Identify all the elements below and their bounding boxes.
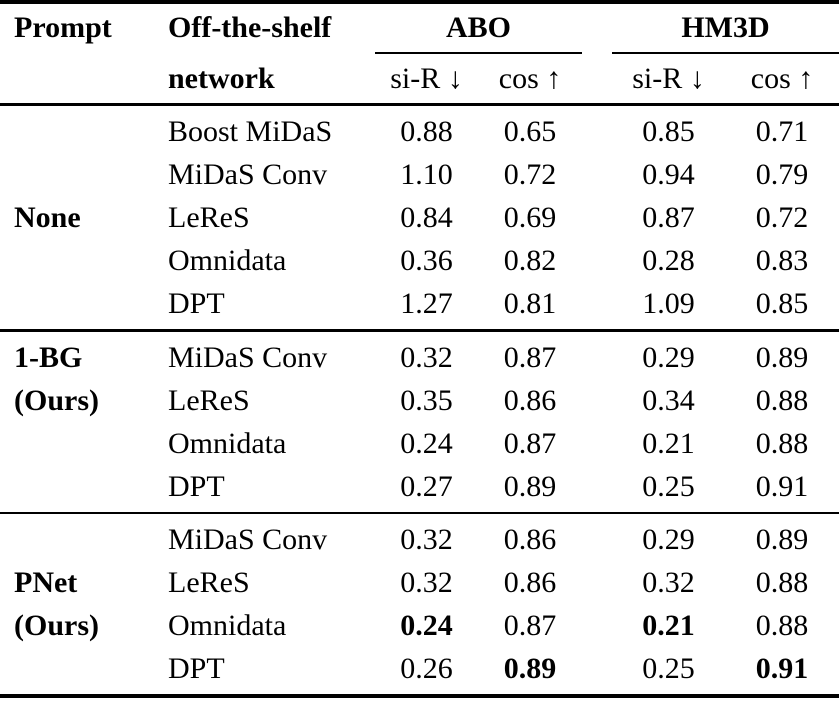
value-cell: 0.88 [755, 383, 809, 417]
value-cell: 0.85 [642, 115, 695, 148]
value-cell: 0.86 [503, 383, 557, 417]
value-cell: 0.34 [642, 383, 695, 417]
table-top-rule [0, 0, 839, 4]
value-cell: 0.79 [755, 158, 809, 191]
table-bottom-rule [0, 694, 839, 698]
header-sub-hm3d-cos: cos ↑ [750, 62, 814, 95]
header-network-line1: Off-the-shelf [168, 11, 332, 44]
header-network-line2: network [168, 62, 275, 95]
value-cell: 0.91 [755, 652, 809, 685]
network-cell: DPT [168, 287, 225, 320]
value-cell: 0.89 [503, 652, 557, 685]
value-cell: 0.89 [755, 523, 809, 556]
value-cell: 0.81 [503, 287, 557, 320]
value-cell: 0.72 [503, 158, 557, 191]
network-cell: LeReS [168, 566, 250, 599]
network-cell: DPT [168, 652, 225, 685]
prompt-line: (Ours) [14, 609, 99, 642]
value-cell: 0.91 [755, 469, 809, 503]
value-cell: 0.84 [400, 201, 453, 234]
value-cell: 0.88 [755, 609, 809, 642]
value-cell: 1.09 [642, 287, 695, 320]
prompt-line: 1-BG [14, 340, 83, 374]
prompt-label-1bg: 1-BG (Ours) [0, 336, 168, 422]
header-separator-rule [0, 103, 839, 106]
prompt-label-pnet: PNet (Ours) [0, 561, 168, 647]
value-cell: 0.69 [503, 201, 557, 234]
value-cell: 0.26 [400, 652, 453, 685]
value-cell: 0.36 [400, 244, 453, 277]
value-cell: 0.85 [755, 287, 809, 320]
value-cell: 0.88 [755, 426, 809, 460]
value-cell: 0.88 [400, 115, 453, 148]
value-cell: 0.87 [503, 340, 557, 374]
network-cell: LeReS [168, 383, 250, 417]
network-cell: MiDaS Conv [168, 158, 328, 191]
value-cell: 0.71 [755, 115, 809, 148]
value-cell: 0.29 [642, 523, 695, 556]
section-divider-rule [0, 329, 839, 332]
table-header: Prompt Off-the-shelf ABO HM3D network si… [0, 4, 839, 103]
cmidrule-abo [375, 52, 582, 54]
prompt-line: None [14, 201, 81, 234]
value-cell: 0.24 [400, 426, 453, 460]
value-cell: 0.87 [642, 201, 695, 234]
value-cell: 0.24 [400, 609, 453, 642]
value-cell: 0.82 [503, 244, 557, 277]
value-cell: 0.32 [400, 340, 453, 374]
value-cell: 0.21 [642, 609, 695, 642]
value-cell: 1.27 [400, 287, 453, 320]
value-cell: 0.25 [642, 652, 695, 685]
value-cell: 0.21 [642, 426, 695, 460]
network-cell: Boost MiDaS [168, 115, 333, 148]
value-cell: 0.28 [642, 244, 695, 277]
header-group-hm3d: HM3D [681, 11, 770, 44]
network-cell: Omnidata [168, 609, 287, 642]
header-sub-abo-sir: si-R ↓ [390, 62, 463, 95]
header-sub-hm3d-sir: si-R ↓ [632, 62, 705, 95]
prompt-line: PNet [14, 566, 78, 599]
value-cell: 0.89 [503, 469, 557, 503]
prompt-label-none: None [0, 196, 168, 239]
value-cell: 1.10 [400, 158, 453, 191]
value-cell: 0.25 [642, 469, 695, 503]
value-cell: 0.87 [503, 426, 557, 460]
network-cell: MiDaS Conv [168, 523, 328, 556]
value-cell: 0.65 [503, 115, 557, 148]
value-cell: 0.72 [755, 201, 809, 234]
cmidrule-hm3d [612, 52, 839, 54]
section-none: None Boost MiDaS 0.88 0.65 0.85 0.71 MiD… [0, 106, 839, 329]
network-cell: DPT [168, 469, 225, 503]
value-cell: 0.89 [755, 340, 809, 374]
section-divider-rule [0, 511, 839, 514]
header-prompt: Prompt [14, 11, 112, 44]
network-cell: Omnidata [168, 426, 287, 460]
section-1bg: 1-BG (Ours) MiDaS Conv 0.32 0.87 0.29 0.… [0, 332, 839, 512]
value-cell: 0.88 [755, 566, 809, 599]
value-cell: 0.32 [642, 566, 695, 599]
value-cell: 0.94 [642, 158, 695, 191]
header-group-abo: ABO [445, 11, 511, 44]
value-cell: 0.32 [400, 566, 453, 599]
value-cell: 0.27 [400, 469, 453, 503]
network-cell: Omnidata [168, 244, 287, 277]
value-cell: 0.86 [503, 523, 557, 556]
value-cell: 0.83 [755, 244, 809, 277]
value-cell: 0.86 [503, 566, 557, 599]
prompt-line: (Ours) [14, 383, 99, 417]
network-cell: MiDaS Conv [168, 340, 328, 374]
value-cell: 0.32 [400, 523, 453, 556]
header-sub-abo-cos: cos ↑ [498, 62, 562, 95]
value-cell: 0.35 [400, 383, 453, 417]
value-cell: 0.87 [503, 609, 557, 642]
section-pnet: PNet (Ours) MiDaS Conv 0.32 0.86 0.29 0.… [0, 514, 839, 694]
network-cell: LeReS [168, 201, 250, 234]
value-cell: 0.29 [642, 340, 695, 374]
